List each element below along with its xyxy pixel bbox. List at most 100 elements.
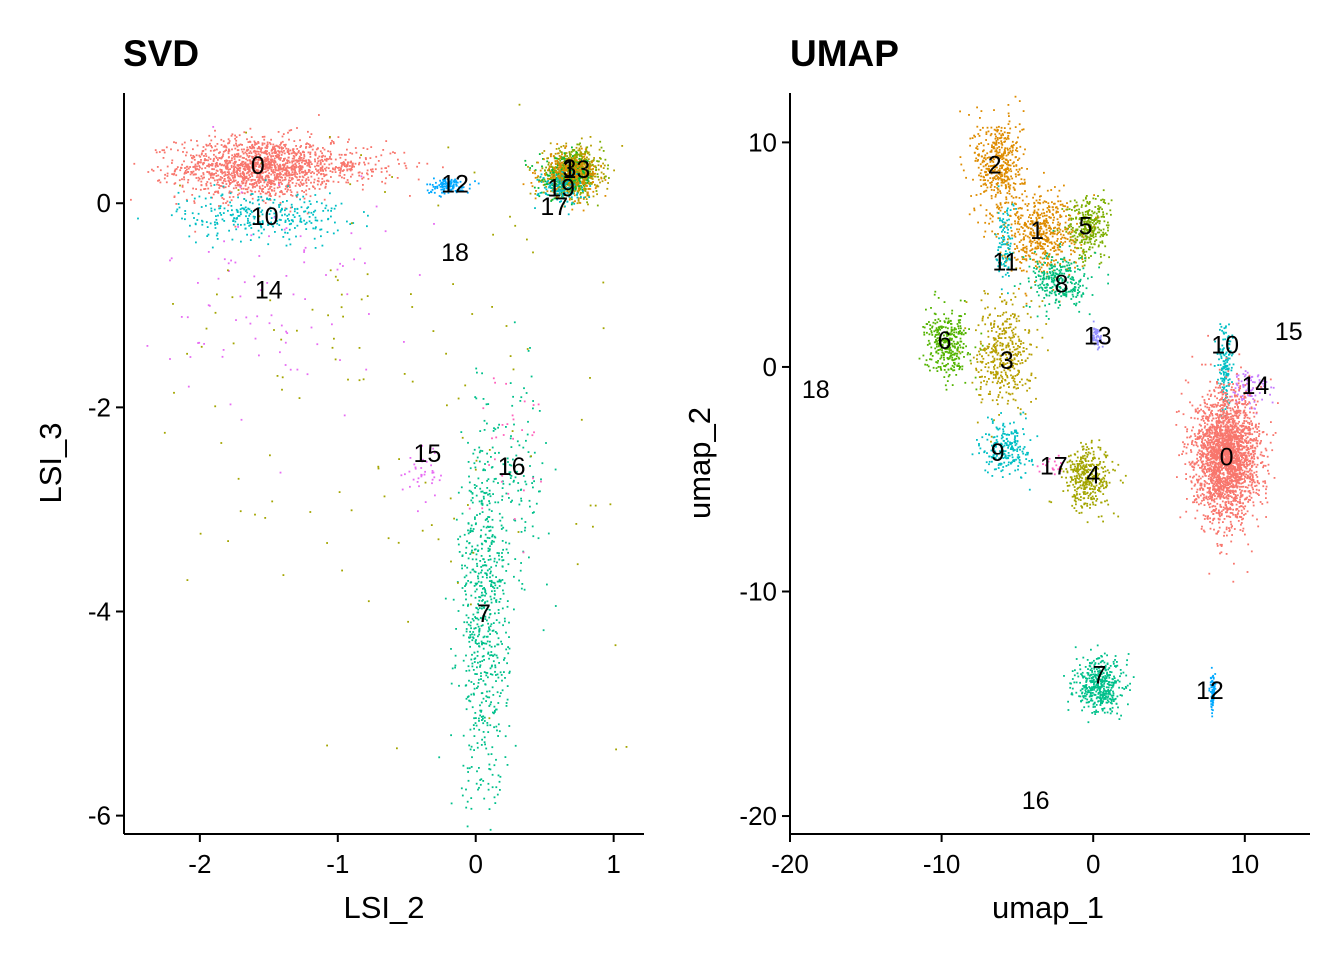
data-point (187, 171, 190, 173)
data-point (338, 491, 341, 493)
data-point (346, 169, 349, 172)
data-point (338, 169, 340, 171)
data-point (205, 159, 207, 161)
data-point (478, 678, 480, 681)
data-point (186, 352, 188, 355)
data-point (474, 722, 477, 724)
data-point (479, 714, 482, 717)
data-point (309, 136, 311, 138)
data-point (284, 364, 287, 366)
data-point (564, 153, 566, 156)
data-point (483, 797, 486, 800)
svd-y-tick-label: -2 (88, 392, 111, 422)
data-point (574, 158, 577, 161)
data-point (514, 558, 517, 560)
data-point (222, 349, 225, 351)
data-point (614, 644, 617, 647)
data-point (241, 165, 244, 168)
data-point (346, 163, 349, 166)
data-point (341, 176, 343, 179)
data-point (280, 190, 283, 192)
data-point (495, 680, 497, 682)
data-point (313, 237, 316, 240)
data-point (490, 570, 492, 573)
data-point (243, 281, 246, 284)
data-point (175, 203, 178, 205)
data-point (291, 161, 294, 164)
data-point (237, 215, 240, 217)
data-point (434, 186, 437, 188)
data-point (999, 137, 1002, 140)
data-point (280, 324, 283, 327)
data-point (242, 207, 245, 210)
data-point (578, 176, 581, 179)
data-point (446, 178, 449, 180)
data-point (239, 175, 242, 178)
data-point (492, 622, 495, 624)
data-point (245, 209, 248, 211)
data-point (214, 162, 217, 165)
data-point (581, 167, 584, 170)
data-point (282, 133, 285, 135)
data-point (274, 176, 276, 178)
data-point (1017, 171, 1020, 173)
data-point (250, 234, 253, 237)
data-point (271, 500, 274, 503)
data-point (281, 179, 284, 182)
data-point (268, 164, 271, 167)
data-point (562, 167, 565, 169)
data-point (480, 585, 483, 587)
data-point (282, 168, 285, 171)
data-point (337, 181, 340, 183)
data-point (996, 187, 999, 189)
data-point (233, 169, 236, 171)
data-point (219, 185, 221, 187)
data-point (534, 176, 537, 179)
data-point (176, 208, 179, 211)
data-point (505, 702, 508, 704)
data-point (454, 664, 457, 667)
data-point (474, 466, 477, 469)
data-point (577, 187, 580, 190)
data-point (254, 163, 257, 166)
data-point (506, 698, 509, 701)
data-point (569, 174, 571, 177)
data-point (583, 181, 585, 184)
data-point (471, 558, 474, 561)
data-point (232, 220, 234, 222)
data-point (537, 161, 539, 164)
data-point (221, 197, 224, 199)
data-point (236, 145, 239, 148)
data-point (298, 178, 301, 181)
data-point (316, 164, 318, 167)
data-point (195, 154, 198, 157)
data-point (486, 460, 489, 463)
data-point (245, 180, 248, 182)
data-point (588, 196, 591, 198)
data-point (318, 188, 321, 190)
data-point (979, 179, 982, 181)
data-point (322, 147, 324, 149)
data-point (205, 143, 208, 146)
data-point (263, 135, 266, 138)
data-point (219, 205, 222, 207)
data-point (575, 156, 577, 159)
data-point (264, 186, 266, 188)
data-point (518, 503, 521, 506)
data-point (256, 162, 259, 165)
data-point (498, 601, 501, 603)
data-point (284, 157, 286, 160)
data-point (983, 156, 986, 159)
data-point (205, 221, 208, 223)
data-point (340, 306, 343, 309)
data-point (317, 177, 320, 180)
data-point (462, 659, 465, 662)
data-point (471, 313, 474, 315)
data-point (484, 469, 486, 472)
data-point (207, 304, 210, 307)
data-point (997, 191, 999, 194)
data-point (235, 228, 238, 231)
data-point (454, 178, 456, 181)
data-point (482, 717, 484, 720)
